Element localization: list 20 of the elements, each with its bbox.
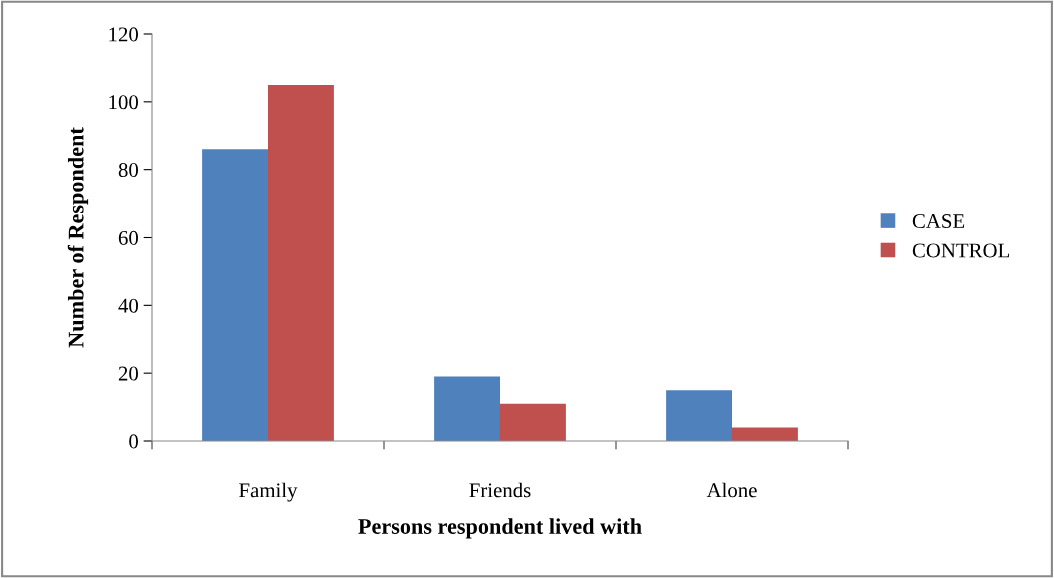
y-tick-label: 80 bbox=[118, 163, 139, 178]
bar bbox=[434, 376, 500, 441]
y-tick-label: 20 bbox=[118, 366, 139, 381]
x-tick-label: Friends bbox=[469, 482, 531, 498]
y-tick-label: 40 bbox=[118, 298, 139, 313]
legend-label: CASE bbox=[912, 214, 965, 229]
y-tick-label: 100 bbox=[109, 95, 139, 110]
bar bbox=[732, 427, 798, 441]
y-axis-title: Number of Respondent bbox=[67, 127, 89, 348]
y-tick-label: 120 bbox=[109, 27, 139, 42]
bar bbox=[500, 403, 566, 441]
y-tick-label: 0 bbox=[129, 434, 139, 449]
x-axis-title: Persons respondent lived with bbox=[358, 518, 642, 539]
x-tick-label: Alone bbox=[706, 482, 757, 498]
legend-label: CONTROL bbox=[912, 243, 1010, 258]
bar bbox=[268, 84, 334, 441]
x-tick-label: Family bbox=[239, 482, 298, 502]
bar bbox=[202, 149, 268, 441]
y-tick-label: 60 bbox=[118, 230, 139, 245]
bar bbox=[666, 390, 732, 441]
